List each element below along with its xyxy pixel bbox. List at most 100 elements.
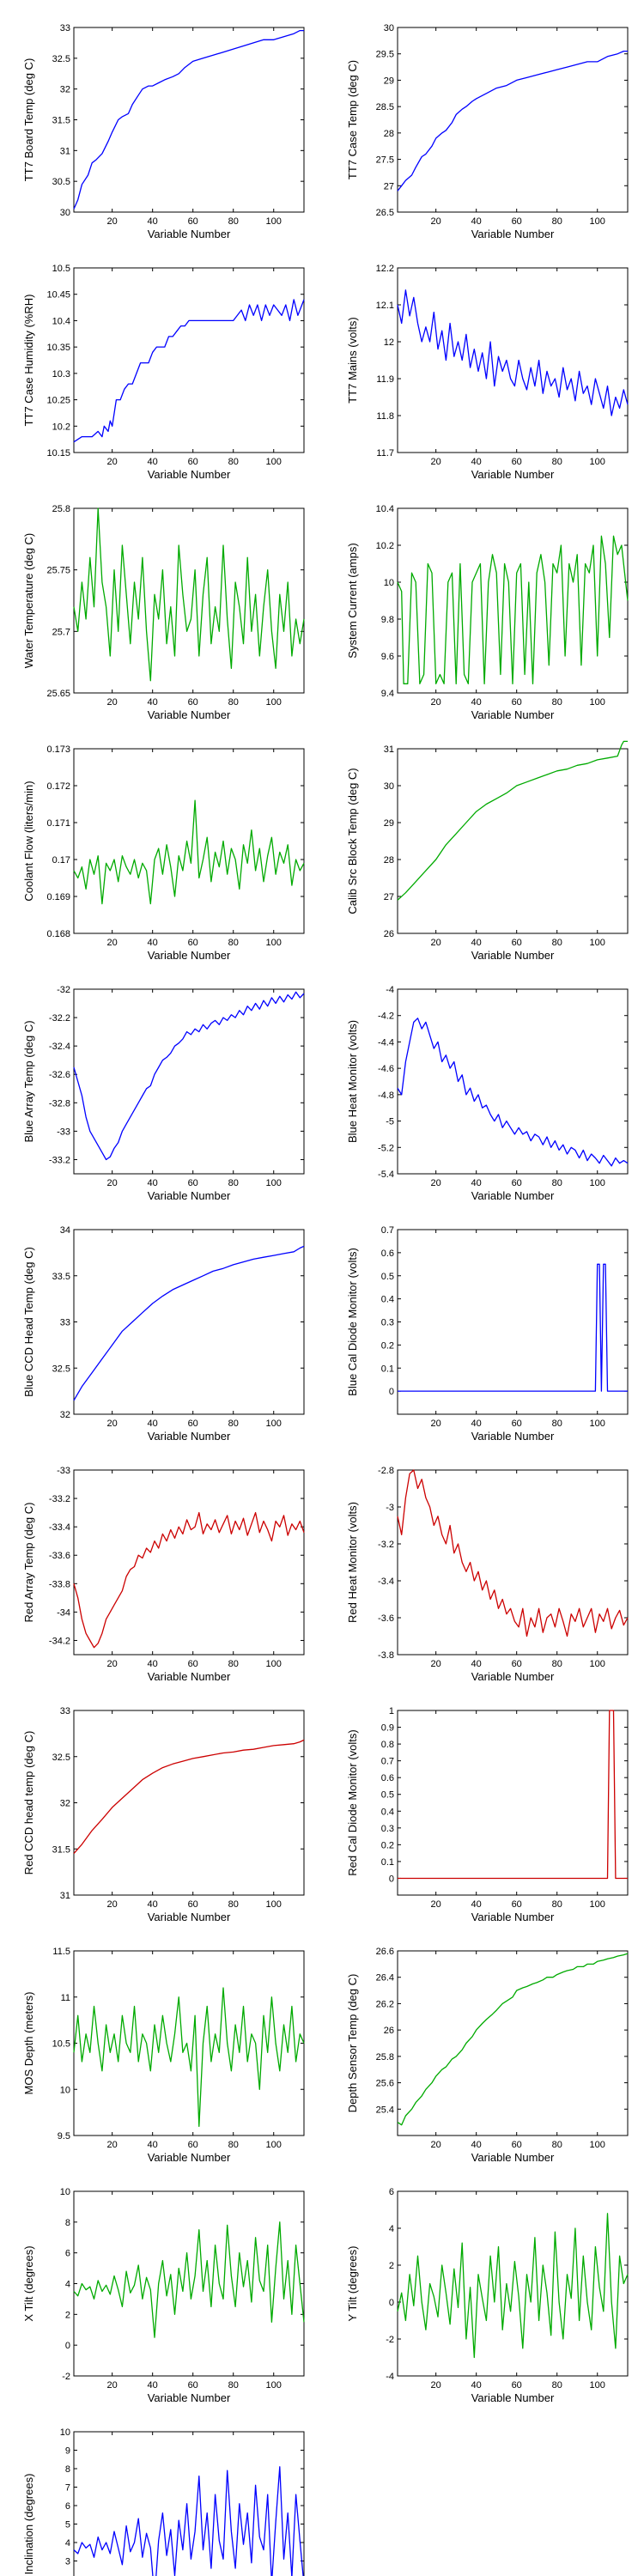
y-tick-label: 32: [60, 85, 70, 95]
y-tick-label: 0.8: [381, 1740, 394, 1750]
series-line: [73, 2221, 305, 2338]
x-tick-label: 60: [512, 216, 522, 227]
x-tick-label: 100: [266, 1419, 282, 1429]
y-tick-label: 0.7: [381, 1757, 394, 1767]
y-tick-label: 29.5: [376, 50, 394, 60]
x-tick-label: 40: [471, 697, 482, 708]
y-tick-label: -33: [57, 1466, 70, 1476]
x-tick-label: 100: [266, 1178, 282, 1188]
y-tick-label: 11.5: [52, 1947, 70, 1957]
x-tick-label: 20: [107, 1178, 118, 1188]
y-tick-label: 10.3: [52, 369, 70, 380]
y-tick-label: 0.4: [381, 1807, 394, 1817]
plot-frame: [397, 507, 629, 694]
y-tick-label: 10: [60, 2187, 70, 2197]
chart-panel: 20 40 60 80 100 0 0.1 0.2 0.3 0.4 0.5 0.6 0.7 0.8 0.9 1…: [346, 1706, 629, 1923]
plot-frame: [397, 27, 629, 213]
y-tick-label: 11.9: [376, 374, 394, 385]
x-tick-label: 40: [148, 938, 158, 948]
y-tick-label: 10.5: [52, 2039, 70, 2050]
x-axis-label: Variable Number: [148, 1430, 231, 1443]
x-tick-label: 80: [552, 1899, 562, 1910]
plot-frame: [397, 1710, 629, 1896]
y-tick-label: 0.17: [52, 855, 70, 866]
y-tick-label: 34: [60, 1225, 70, 1236]
y-tick-label: 25.75: [46, 566, 70, 576]
y-axis-label: Red CCD head temp (deg C): [22, 1731, 35, 1875]
x-tick-label: 60: [512, 697, 522, 708]
y-tick-label: 25.7: [52, 627, 70, 637]
x-tick-label: 40: [148, 1659, 158, 1669]
x-tick-label: 100: [266, 1659, 282, 1669]
series-line: [397, 1018, 629, 1167]
y-tick-label: -3.2: [378, 1540, 394, 1550]
x-tick-label: 100: [590, 1659, 605, 1669]
y-tick-label: 0.2: [381, 1340, 394, 1351]
y-tick-label: 0.172: [46, 781, 70, 792]
y-tick-label: 0.6: [381, 1773, 394, 1783]
x-tick-label: 80: [228, 2380, 239, 2391]
y-tick-label: -5.4: [378, 1170, 394, 1180]
x-tick-label: 60: [512, 1178, 522, 1188]
y-tick-label: 4: [65, 2280, 70, 2290]
y-tick-label: 0.9: [381, 1723, 394, 1734]
series-line: [397, 50, 628, 191]
y-tick-label: 30: [60, 208, 70, 218]
y-tick-label: 31.5: [52, 1844, 70, 1855]
x-tick-label: 80: [228, 938, 239, 948]
y-tick-label: 0: [389, 2298, 394, 2308]
y-tick-label: 9.5: [58, 2131, 70, 2142]
y-tick-label: 6: [389, 2187, 394, 2197]
x-tick-label: 80: [552, 697, 562, 708]
x-axis-label: Variable Number: [148, 1189, 231, 1202]
x-tick-label: 80: [552, 457, 562, 467]
x-tick-label: 20: [431, 1419, 441, 1429]
x-tick-label: 20: [107, 1419, 118, 1429]
x-tick-label: 80: [228, 1178, 239, 1188]
x-tick-label: 100: [266, 457, 282, 467]
y-tick-label: 0.168: [46, 929, 70, 939]
y-axis-label: Red Cal Diode Monitor (volts): [346, 1729, 359, 1876]
x-tick-label: 60: [512, 1419, 522, 1429]
y-tick-label: 25.8: [52, 504, 70, 514]
y-tick-label: 30: [384, 23, 394, 33]
y-tick-label: 27: [384, 181, 394, 191]
y-axis-label: TT7 Board Temp (deg C): [22, 58, 35, 182]
x-axis-label: Variable Number: [471, 1911, 555, 1923]
series-line: [73, 29, 304, 210]
y-axis-label: Calib Src Block Temp (deg C): [346, 768, 359, 914]
series-line: [73, 299, 305, 443]
x-tick-label: 60: [188, 2380, 198, 2391]
y-tick-label: 32: [60, 1799, 70, 1809]
x-tick-label: 80: [552, 1659, 562, 1669]
x-tick-label: 20: [431, 697, 441, 708]
y-tick-label: -33.6: [49, 1551, 70, 1561]
x-tick-label: 80: [228, 457, 239, 467]
x-tick-label: 60: [512, 1899, 522, 1910]
y-axis-label: Y Tilt (degrees): [346, 2246, 359, 2322]
chart-panel: 20 40 60 80 100 26 27 28 29 30 31 Variable Number Ca…: [346, 740, 629, 962]
x-tick-label: 80: [552, 2380, 562, 2391]
plot-frame: [73, 748, 305, 934]
x-tick-label: 20: [107, 457, 118, 467]
y-tick-label: 31: [384, 744, 394, 755]
y-tick-label: 26.2: [376, 1999, 394, 2009]
y-axis-label: Inclination (degrees): [22, 2474, 35, 2575]
x-axis-label: Variable Number: [471, 1670, 555, 1683]
x-axis-label: Variable Number: [148, 2391, 231, 2404]
x-tick-label: 100: [590, 2140, 605, 2150]
chart-panel: 20 40 60 80 100 26.5 27 27.5 28 28.5 29 29.5 30 Varia…: [346, 23, 629, 240]
plot-frame: [73, 27, 305, 213]
plot-frame: [397, 1229, 629, 1415]
plot-frame: [397, 1950, 629, 2136]
x-axis-label: Variable Number: [471, 228, 555, 240]
x-tick-label: 20: [431, 216, 441, 227]
x-tick-label: 100: [590, 216, 605, 227]
y-tick-label: -2: [386, 2335, 394, 2345]
y-tick-label: 6: [65, 2501, 70, 2512]
chart-panel: 20 40 60 80 100 31 31.5 32 32.5 33 Variable Number…: [22, 1706, 305, 1923]
y-tick-label: 10: [384, 578, 394, 588]
x-tick-label: 60: [188, 457, 198, 467]
x-tick-label: 60: [188, 938, 198, 948]
